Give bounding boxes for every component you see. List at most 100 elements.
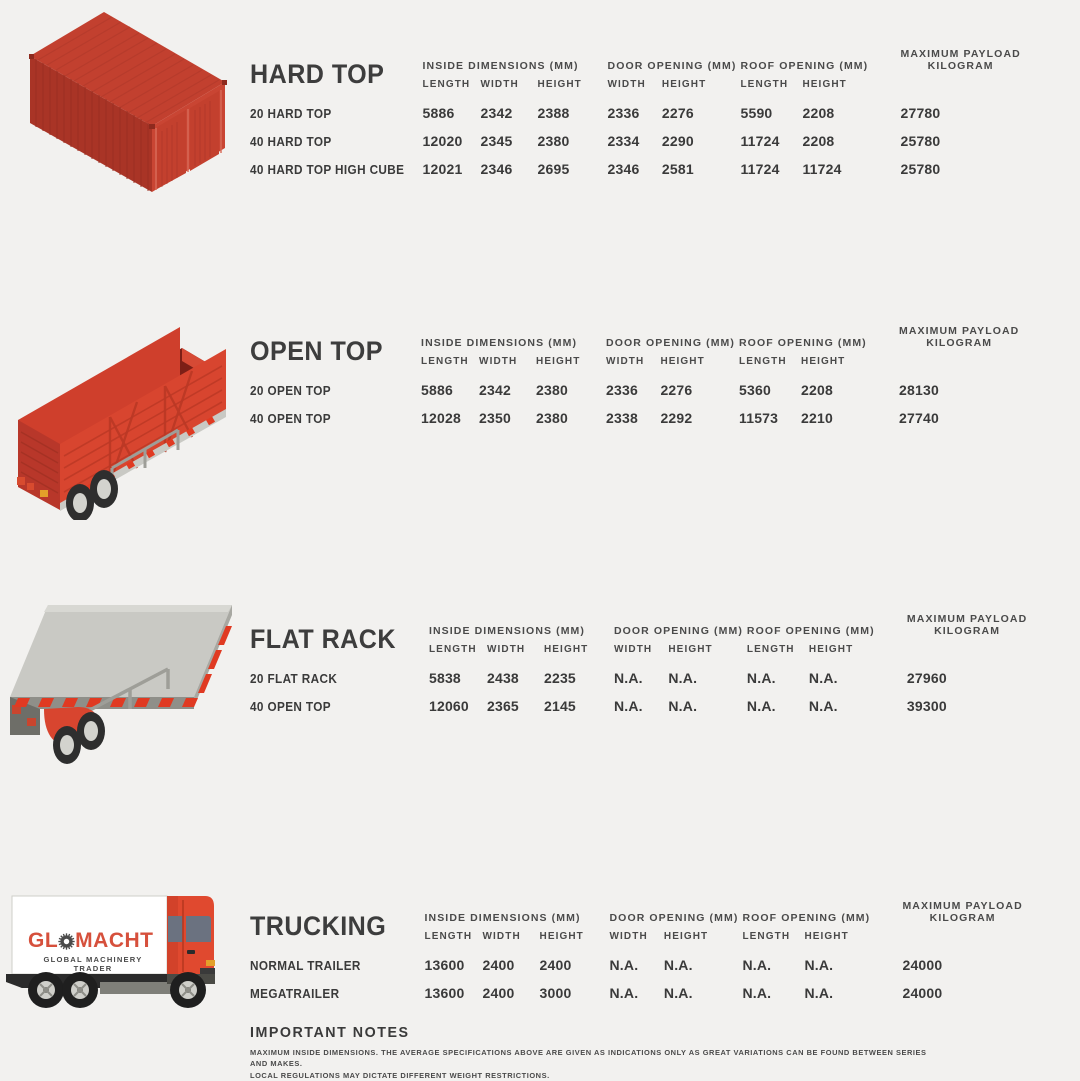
logo-part-1: GL <box>28 929 59 952</box>
cell-roof-height: N.A. <box>808 670 838 686</box>
cell-inside-height: 3000 <box>539 985 572 1001</box>
sub-header-inside-length: LENGTH <box>422 79 471 90</box>
cell-door-height: 2292 <box>660 410 693 426</box>
cell-roof-length: N.A. <box>742 985 772 1001</box>
group-header-inside: INSIDE DIMENSIONS (MM) <box>424 912 581 924</box>
cell-inside-length: 12028 <box>421 410 461 426</box>
illustration-open-top-trailer <box>0 290 248 520</box>
cell-door-height: N.A. <box>668 670 698 686</box>
sub-header-door-height: HEIGHT <box>663 931 709 942</box>
sub-header-roof-length: LENGTH <box>742 931 791 942</box>
cell-roof-height: 2210 <box>801 410 833 426</box>
row-label: 40 HARD TOP HIGH CUBE <box>250 163 405 177</box>
cell-door-width: 2336 <box>607 105 640 121</box>
cell-inside-length: 5886 <box>421 382 453 398</box>
sub-header-roof-height: HEIGHT <box>801 356 846 367</box>
cell-roof-length: N.A. <box>742 957 772 973</box>
cell-payload: 27780 <box>900 105 941 121</box>
sub-header-roof-length: LENGTH <box>739 356 787 367</box>
group-header-roof: ROOF OPENING (MM) <box>742 912 871 924</box>
gear-icon <box>58 933 75 950</box>
cell-door-width: N.A. <box>613 698 643 714</box>
cell-inside-height: 2388 <box>537 105 570 121</box>
cell-door-width: 2338 <box>606 410 638 426</box>
cell-inside-width: 2345 <box>480 133 513 149</box>
cell-door-height: 2276 <box>661 105 694 121</box>
cell-roof-length: N.A. <box>746 670 776 686</box>
row-label: 20 OPEN TOP <box>250 384 331 398</box>
section-title: OPEN TOP <box>250 336 384 366</box>
row-label: 40 HARD TOP <box>250 135 332 149</box>
cell-payload: 24000 <box>902 985 943 1001</box>
section-title: TRUCKING <box>250 911 387 941</box>
group-header-inside: INSIDE DIMENSIONS (MM) <box>421 337 578 349</box>
row-label: NORMAL TRAILER <box>250 959 361 973</box>
section-trucking: GL <box>0 870 1080 1020</box>
cell-inside-height: 2695 <box>537 161 570 177</box>
sub-header-inside-width: WIDTH <box>479 356 518 367</box>
cell-inside-length: 12020 <box>422 133 463 149</box>
cell-roof-height: 2208 <box>802 133 835 149</box>
group-header-door: DOOR OPENING (MM) <box>609 912 739 924</box>
cell-payload: 25780 <box>900 133 941 149</box>
cell-inside-width: 2400 <box>482 985 515 1001</box>
spec-table-trucking: TRUCKING INSIDE DIMENSIONS (MM) DOOR OPE… <box>250 900 1023 1009</box>
cell-roof-length: 5360 <box>739 382 771 398</box>
sub-header-inside-height: HEIGHT <box>539 931 584 942</box>
group-header-roof: ROOF OPENING (MM) <box>746 625 875 637</box>
spec-table-open-top: OPEN TOP INSIDE DIMENSIONS (MM) DOOR OPE… <box>250 325 1019 434</box>
cell-inside-width: 2342 <box>480 105 513 121</box>
group-header-payload: MAXIMUM PAYLOAD KILOGRAM <box>902 900 1023 924</box>
cell-payload: 39300 <box>906 698 947 714</box>
cell-door-width: N.A. <box>609 957 639 973</box>
cell-door-width: 2346 <box>607 161 640 177</box>
row-label: 20 HARD TOP <box>250 107 332 121</box>
section-title: HARD TOP <box>250 59 385 89</box>
cell-roof-height: 11724 <box>802 161 842 177</box>
group-header-payload: MAXIMUM PAYLOAD KILOGRAM <box>900 48 1021 72</box>
sub-header-door-width: WIDTH <box>613 644 653 655</box>
box-truck-side-view <box>6 895 215 1008</box>
logo-tagline: GLOBAL MACHINERY TRADER <box>43 955 143 973</box>
cell-door-height: 2276 <box>660 382 693 398</box>
cell-roof-height: N.A. <box>808 698 838 714</box>
sub-header-door-width: WIDTH <box>606 356 645 367</box>
sub-header-inside-width: WIDTH <box>482 931 521 942</box>
logo-glomacht: GL <box>28 930 158 973</box>
cell-door-width: N.A. <box>609 985 639 1001</box>
sub-header-roof-height: HEIGHT <box>802 79 847 90</box>
group-header-door: DOOR OPENING (MM) <box>607 60 737 72</box>
section-hard-top: HARD TOP INSIDE DIMENSIONS (MM) DOOR OPE… <box>0 0 1080 290</box>
sub-header-inside-height: HEIGHT <box>543 644 589 655</box>
cell-roof-height: N.A. <box>804 985 834 1001</box>
group-header-roof: ROOF OPENING (MM) <box>739 337 867 349</box>
cell-inside-length: 13600 <box>424 957 465 973</box>
sub-header-roof-length: LENGTH <box>746 644 795 655</box>
table-row: 20 OPEN TOP 5886 2342 2380 2336 2276 536… <box>250 378 1019 406</box>
logo-wordmark: GL <box>28 930 158 951</box>
cell-inside-width: 2438 <box>486 670 519 686</box>
cell-payload: 27960 <box>906 670 947 686</box>
sub-header-inside-length: LENGTH <box>421 356 469 367</box>
cell-inside-width: 2350 <box>479 410 511 426</box>
cell-inside-height: 2380 <box>537 133 570 149</box>
row-label: 40 OPEN TOP <box>250 700 331 714</box>
cell-roof-height: N.A. <box>804 957 834 973</box>
sub-header-door-width: WIDTH <box>607 79 646 90</box>
sub-header-inside-length: LENGTH <box>424 931 473 942</box>
sub-header-inside-width: WIDTH <box>480 79 519 90</box>
cell-roof-length: 5590 <box>740 105 773 121</box>
sub-header-roof-length: LENGTH <box>740 79 789 90</box>
cell-door-width: 2336 <box>606 382 638 398</box>
cell-inside-width: 2365 <box>486 698 519 714</box>
cell-roof-height: 2208 <box>801 382 833 398</box>
notes-line-2: LOCAL REGULATIONS MAY DICTATE DIFFERENT … <box>250 1070 550 1080</box>
table-row: 20 HARD TOP 5886 2342 2388 2336 2276 559… <box>250 101 1021 129</box>
group-header-door: DOOR OPENING (MM) <box>613 625 743 637</box>
shipping-container-isometric <box>29 12 227 192</box>
important-notes: IMPORTANT NOTES MAXIMUM INSIDE DIMENSION… <box>250 1024 950 1081</box>
table-row: MEGATRAILER 13600 2400 3000 N.A. N.A. N.… <box>250 981 1023 1009</box>
row-label: 20 FLAT RACK <box>250 672 338 686</box>
sub-header-inside-length: LENGTH <box>428 644 477 655</box>
table-row: 40 OPEN TOP 12028 2350 2380 2338 2292 11… <box>250 406 1019 434</box>
